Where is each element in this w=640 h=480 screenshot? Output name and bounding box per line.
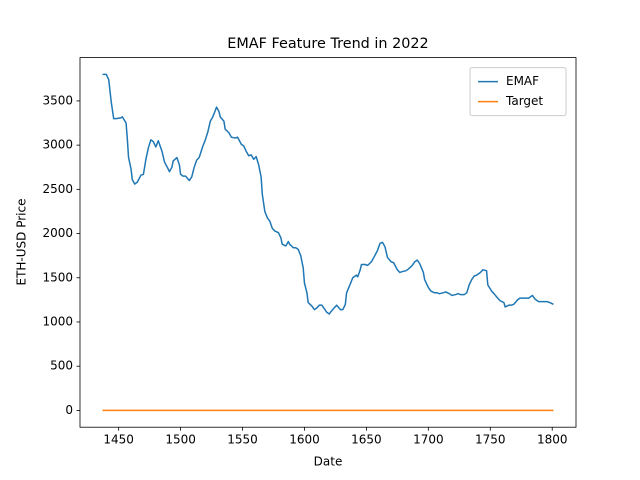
x-tick-label: 1700 xyxy=(413,433,444,447)
legend-box xyxy=(469,67,567,117)
y-tick-label: 3000 xyxy=(42,138,73,152)
x-tick-label: 1450 xyxy=(103,433,134,447)
y-axis-label: ETH-USD Price xyxy=(15,199,29,286)
y-tick-label: 3500 xyxy=(42,93,73,107)
plot-frame xyxy=(79,57,577,428)
legend-label: EMAF xyxy=(506,74,539,88)
x-axis-label: Date xyxy=(314,455,343,469)
y-tick-label: 0 xyxy=(65,403,73,417)
x-tick-label: 1600 xyxy=(289,433,320,447)
y-tick-label: 1000 xyxy=(42,314,73,328)
legend-label: Target xyxy=(505,94,543,108)
y-tick-label: 2500 xyxy=(42,182,73,196)
x-tick-label: 1650 xyxy=(351,433,382,447)
x-tick-label: 1800 xyxy=(537,433,568,447)
x-tick-label: 1500 xyxy=(165,433,196,447)
x-tick-label: 1750 xyxy=(475,433,506,447)
y-tick-label: 500 xyxy=(50,359,73,373)
chart-title: EMAF Feature Trend in 2022 xyxy=(227,36,428,52)
y-tick-label: 1500 xyxy=(42,270,73,284)
legend: EMAF Target xyxy=(469,67,567,117)
x-tick-label: 1550 xyxy=(227,433,258,447)
data-line xyxy=(102,73,554,315)
y-tick-label: 2000 xyxy=(42,226,73,240)
